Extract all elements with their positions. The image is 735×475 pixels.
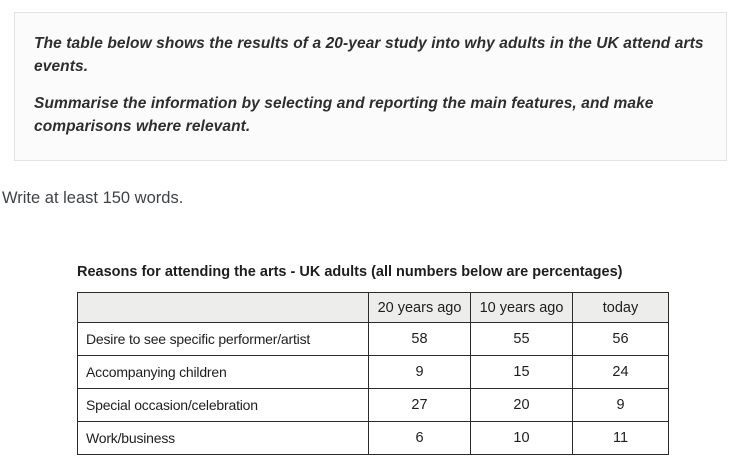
cell-value: 27 <box>368 388 471 422</box>
cell-value: 56 <box>572 322 669 356</box>
column-header-today: today <box>572 292 669 323</box>
word-count-instruction: Write at least 150 words. <box>2 189 184 207</box>
cell-value: 9 <box>368 355 471 389</box>
table-row-performer-artist: Desire to see specific performer/artist … <box>77 322 669 356</box>
cell-value: 10 <box>470 421 573 455</box>
table-row-work-business: Work/business 6 10 11 <box>77 421 669 455</box>
cell-value: 9 <box>572 388 669 422</box>
task-prompt-box: The table below shows the results of a 2… <box>14 12 727 161</box>
arts-attendance-table: 20 years ago 10 years ago today Desire t… <box>77 292 669 455</box>
column-header-10-years-ago: 10 years ago <box>470 292 573 323</box>
row-label: Work/business <box>77 421 369 455</box>
row-label: Desire to see specific performer/artist <box>77 322 369 356</box>
task-prompt-paragraph-2: Summarise the information by selecting a… <box>34 95 654 135</box>
cell-value: 58 <box>368 322 471 356</box>
table-header-row: 20 years ago 10 years ago today <box>77 292 669 323</box>
cell-value: 15 <box>470 355 573 389</box>
task-prompt-paragraph-1: The table below shows the results of a 2… <box>34 35 704 75</box>
cell-value: 55 <box>470 322 573 356</box>
column-header-blank <box>77 292 369 323</box>
row-label: Special occasion/celebration <box>77 388 369 422</box>
table-row-accompanying-children: Accompanying children 9 15 24 <box>77 355 669 389</box>
cell-value: 20 <box>470 388 573 422</box>
table-row-special-occasion: Special occasion/celebration 27 20 9 <box>77 388 669 422</box>
column-header-20-years-ago: 20 years ago <box>368 292 471 323</box>
cell-value: 24 <box>572 355 669 389</box>
table-title: Reasons for attending the arts - UK adul… <box>77 264 623 280</box>
row-label: Accompanying children <box>77 355 369 389</box>
cell-value: 11 <box>572 421 669 455</box>
cell-value: 6 <box>368 421 471 455</box>
